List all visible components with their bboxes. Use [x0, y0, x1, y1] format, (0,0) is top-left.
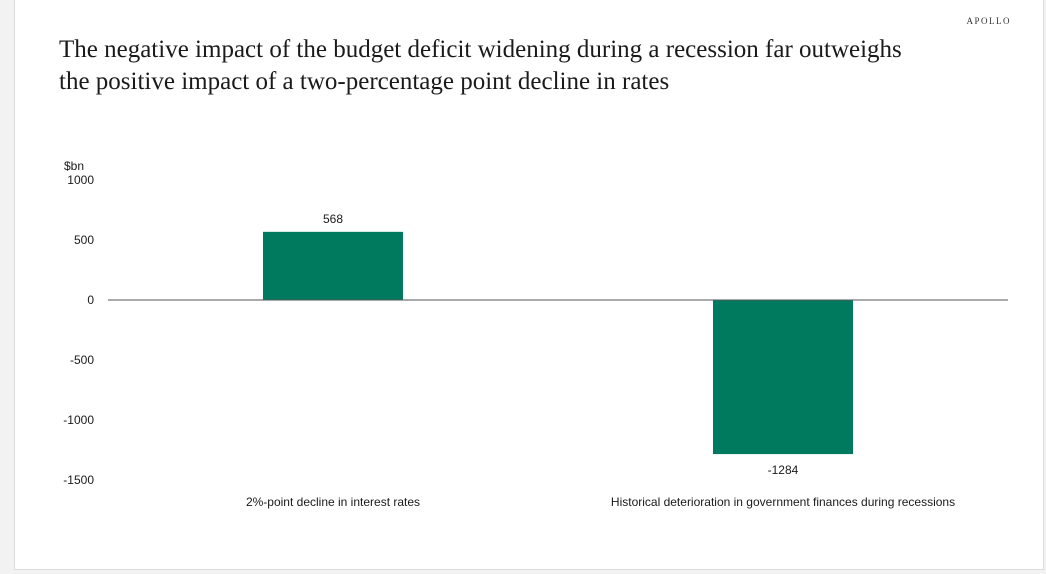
title-line-1: The negative impact of the budget defici…	[59, 36, 902, 63]
data-labels: 568 -1284	[323, 212, 799, 477]
data-label: -1284	[768, 463, 799, 477]
y-tick-label: -1000	[63, 413, 94, 427]
y-axis-label: $bn	[64, 159, 84, 173]
bars	[263, 231, 853, 455]
slide: APOLLO The negative impact of the budget…	[14, 0, 1044, 570]
y-tick-label: 1000	[67, 173, 94, 187]
y-axis-ticks: 1000 500 0 -500 -1000 -1500	[63, 173, 94, 487]
chart-title: The negative impact of the budget defici…	[59, 34, 1019, 98]
title-line-2: the positive impact of a two-percentage …	[59, 68, 670, 95]
x-category-label: Historical deterioration in government f…	[611, 495, 955, 509]
y-tick-label: 0	[87, 293, 94, 307]
y-tick-label: -500	[70, 353, 94, 367]
bar	[713, 300, 853, 455]
data-label: 568	[323, 212, 343, 226]
brand-logo: APOLLO	[966, 16, 1011, 26]
x-axis-labels: 2%-point decline in interest rates Histor…	[246, 495, 955, 509]
x-category-label: 2%-point decline in interest rates	[246, 495, 420, 509]
y-tick-label: -1500	[63, 473, 94, 487]
bar	[263, 231, 403, 300]
y-tick-label: 500	[74, 233, 94, 247]
